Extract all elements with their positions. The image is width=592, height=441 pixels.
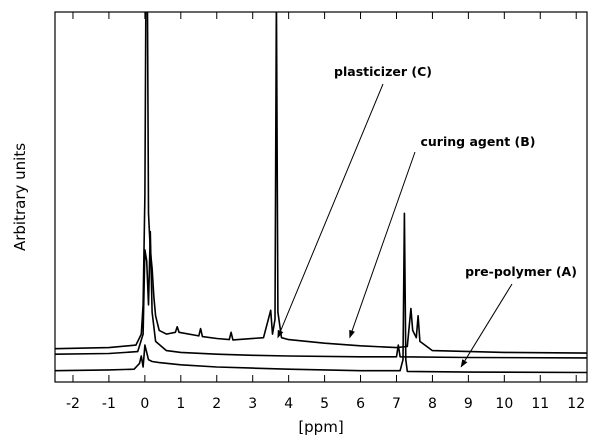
x-tick-label: 10 <box>495 396 513 412</box>
x-tick-label: 4 <box>284 396 293 412</box>
x-tick-label: 6 <box>356 396 365 412</box>
plot-frame <box>54 11 588 383</box>
annotation-arrow <box>460 283 513 368</box>
series-layer <box>55 12 587 374</box>
series-line-0 <box>55 12 587 354</box>
annotation-layer: plasticizer (C) curing agent (B) pre-polym… <box>277 64 577 368</box>
x-tick-label: 2 <box>212 396 221 412</box>
x-ticks: -2 -1 0 1 2 3 4 5 6 7 8 9 10 11 12 <box>66 12 585 412</box>
x-tick-label: 11 <box>531 396 549 412</box>
x-axis-title: [ppm] <box>298 418 343 436</box>
x-tick-label: 1 <box>176 396 185 412</box>
x-tick-label: 8 <box>428 396 437 412</box>
annotation-label: plasticizer (C) <box>334 64 432 79</box>
x-tick-label: 9 <box>464 396 473 412</box>
annotation-arrow <box>349 151 416 339</box>
y-axis-title: Arbitrary units <box>11 143 29 251</box>
x-tick-label: 0 <box>140 396 149 412</box>
annotation-label: curing agent (B) <box>421 134 536 149</box>
x-tick-label: -2 <box>66 396 80 412</box>
x-tick-label: 7 <box>392 396 401 412</box>
x-tick-label: 12 <box>567 396 585 412</box>
x-tick-label: 3 <box>248 396 257 412</box>
annotation-arrow <box>277 83 384 339</box>
x-tick-label: 5 <box>320 396 329 412</box>
annotation-label: pre-polymer (A) <box>465 264 577 279</box>
series-line-1 <box>55 230 587 359</box>
x-tick-label: -1 <box>102 396 116 412</box>
series-line-2 <box>55 212 587 374</box>
